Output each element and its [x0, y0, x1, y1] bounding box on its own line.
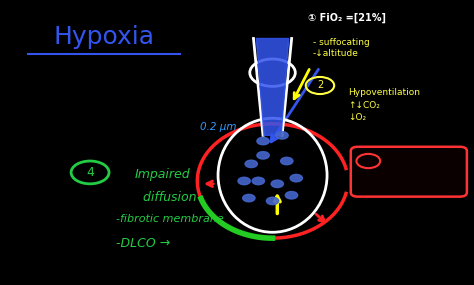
FancyBboxPatch shape	[351, 147, 467, 197]
Text: 0.2 μm: 0.2 μm	[200, 122, 237, 132]
Circle shape	[290, 174, 302, 182]
Text: 4: 4	[86, 166, 94, 179]
Text: ↓Cardiac
output
- 1.5 L/m: ↓Cardiac output - 1.5 L/m	[389, 155, 431, 190]
Text: diffusion: diffusion	[135, 191, 197, 204]
Circle shape	[276, 132, 288, 139]
Text: Hypoventilation
↑↓CO₂
↓O₂: Hypoventilation ↑↓CO₂ ↓O₂	[348, 88, 420, 122]
Circle shape	[257, 152, 269, 159]
Circle shape	[238, 177, 250, 185]
Text: ① FiO₂ =[21%]: ① FiO₂ =[21%]	[308, 13, 386, 23]
Text: -fibrotic membrane: -fibrotic membrane	[116, 214, 224, 224]
Text: Hypoxia: Hypoxia	[54, 25, 155, 49]
Circle shape	[243, 194, 255, 202]
Circle shape	[257, 137, 269, 145]
Circle shape	[245, 160, 257, 168]
Text: -DLCO →: -DLCO →	[116, 237, 170, 250]
Circle shape	[285, 192, 298, 199]
Circle shape	[271, 180, 283, 188]
Text: 3: 3	[365, 156, 371, 166]
Text: 2: 2	[317, 80, 323, 91]
Circle shape	[266, 197, 279, 205]
Polygon shape	[256, 38, 289, 135]
Text: - suffocating
-↓altitude: - suffocating -↓altitude	[313, 38, 370, 58]
Text: Impaired: Impaired	[135, 168, 191, 181]
Circle shape	[281, 157, 293, 165]
Circle shape	[252, 177, 264, 185]
